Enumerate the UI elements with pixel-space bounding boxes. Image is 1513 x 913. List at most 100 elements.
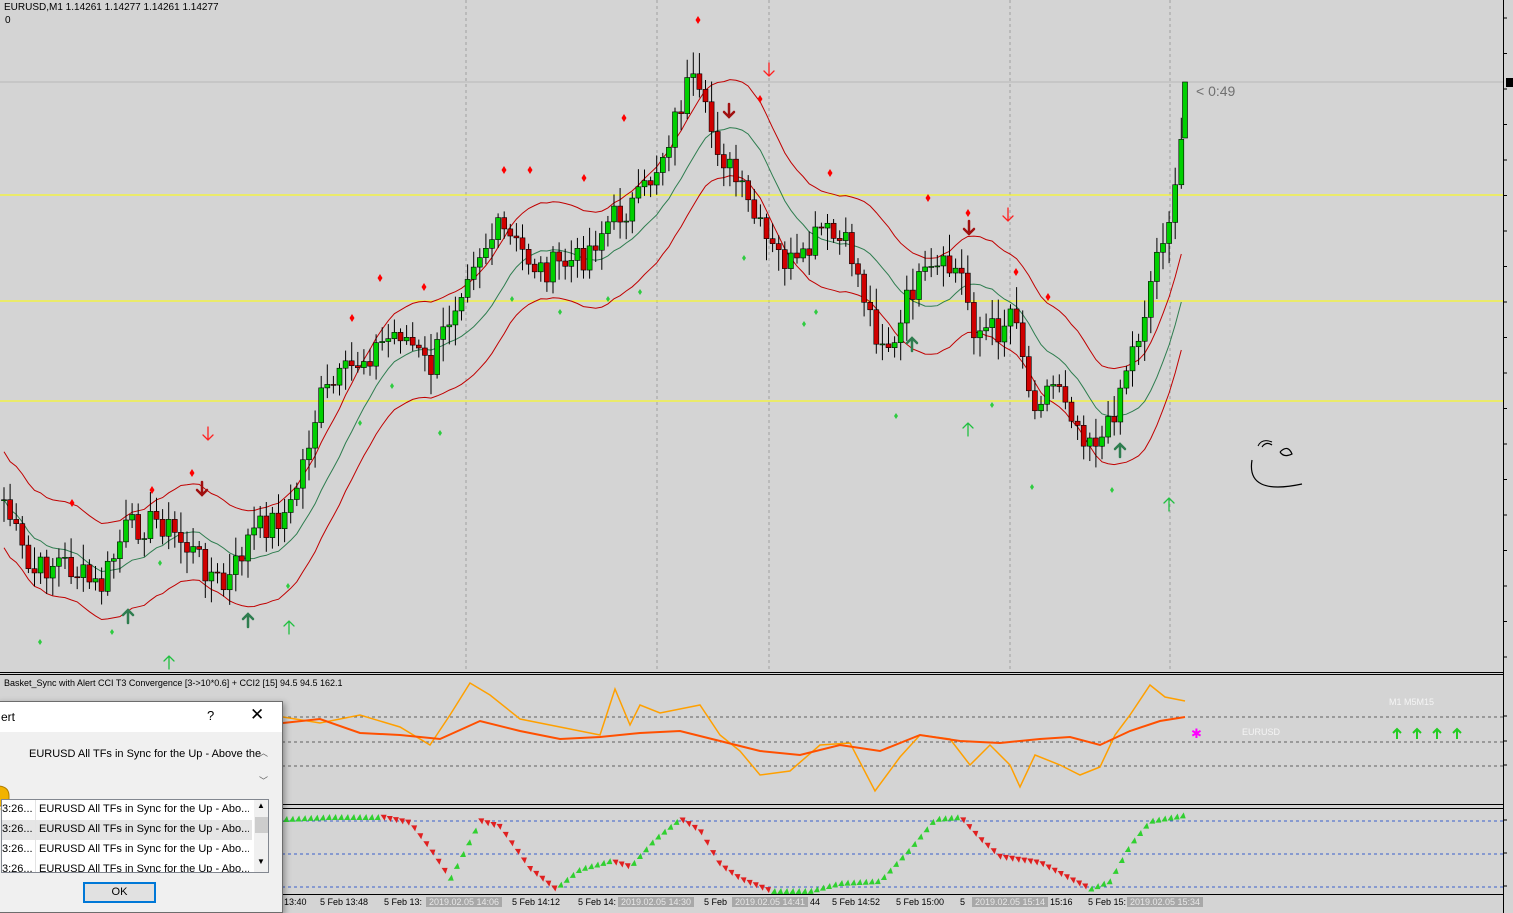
dialog-titlebar[interactable]: ert ? ✕ — [0, 702, 282, 732]
candle-body — [373, 342, 379, 367]
scroll-up-icon[interactable]: ︿ — [259, 748, 269, 758]
candle-body — [409, 337, 416, 346]
chart-sub-value: 0 — [5, 15, 11, 26]
candle-body — [178, 532, 184, 543]
scroll-down-icon[interactable]: ▼ — [257, 857, 265, 866]
signal-diamond — [1030, 484, 1034, 490]
up-arrow-icon — [1452, 727, 1462, 739]
up-arrow-icon — [301, 815, 308, 822]
candle-body — [757, 217, 764, 220]
signal-diamond — [421, 283, 427, 291]
up-arrow-icon — [283, 620, 295, 635]
candle-body — [550, 251, 556, 283]
time-label: 2019.02.05 14:06 — [426, 897, 503, 907]
candle-body — [666, 147, 672, 158]
down-arrow-icon — [618, 861, 625, 868]
time-label: 5 Feb — [704, 897, 728, 907]
down-arrow-icon — [1033, 859, 1040, 866]
down-arrow-icon — [502, 831, 509, 838]
signal-diamond — [510, 296, 514, 302]
candle-body — [135, 514, 141, 540]
candle-body — [1087, 437, 1093, 447]
signal-diamond — [757, 95, 763, 103]
up-arrow-icon — [600, 859, 607, 866]
moving-average — [3, 127, 1182, 573]
scroll-up-icon[interactable]: ▲ — [257, 801, 265, 810]
time-label: 5 Feb 14:52 — [832, 897, 881, 907]
candle-body — [946, 255, 953, 274]
candle-body — [794, 252, 800, 259]
scroll-thumb[interactable] — [255, 817, 268, 833]
candle-body — [184, 542, 190, 553]
candle-body — [56, 557, 62, 567]
candle-body — [629, 197, 636, 222]
candle-body — [190, 546, 196, 553]
time-label: 2019.02.05 14:41 — [732, 897, 809, 907]
down-arrow-icon — [978, 837, 985, 844]
close-icon[interactable]: ✕ — [250, 705, 265, 724]
signal-diamond — [606, 296, 610, 302]
alert-dialog[interactable]: ert ? ✕ EURUSD All TFs in Sync for the U… — [0, 701, 283, 913]
down-arrow-icon — [478, 818, 485, 825]
current-price-marker — [1506, 78, 1513, 87]
list-item[interactable]: 3:26... EURUSD All TFs in Sync for the Up… — [2, 820, 252, 840]
signal-diamond — [742, 255, 746, 261]
price-scale[interactable] — [1503, 0, 1513, 913]
price-chart[interactable]: EURUSD,M1 1.14261 1.14277 1.14261 1.1427… — [0, 0, 1503, 672]
ok-button[interactable]: OK — [83, 882, 156, 903]
alert-list[interactable]: 3:26... EURUSD All TFs in Sync for the Up… — [1, 799, 269, 873]
signal-diamond — [158, 560, 162, 566]
candle-body — [1080, 425, 1087, 447]
candle-body — [568, 260, 575, 267]
candle-body — [525, 249, 532, 265]
doodle-smile — [1250, 459, 1303, 488]
candle-body — [129, 514, 135, 521]
candle-body — [720, 154, 727, 169]
candle-body — [842, 232, 849, 241]
time-label: 2019.02.05 14:30 — [618, 897, 695, 907]
candle-body — [1093, 437, 1099, 447]
candle-body — [763, 217, 770, 239]
list-item[interactable]: 3:26... EURUSD All TFs in Sync for the Up… — [2, 840, 252, 860]
panel-divider[interactable] — [0, 804, 1503, 808]
candle-body — [958, 267, 965, 274]
list-item[interactable]: 3:26... EURUSD All TFs in Sync for the Up… — [2, 800, 252, 820]
down-arrow-icon — [740, 877, 747, 884]
candle-body — [623, 220, 630, 223]
candle-body — [745, 180, 752, 201]
signal-diamond — [390, 383, 394, 389]
up-arrow-icon — [673, 818, 680, 825]
up-arrow-icon — [283, 816, 289, 822]
down-arrow-icon — [539, 875, 546, 882]
down-arrow-icon — [484, 820, 491, 827]
candle-body — [1135, 340, 1142, 348]
alert-text: EURUSD All TFs in Sync for the Up - Abo.… — [39, 803, 249, 815]
candle-body — [354, 365, 361, 368]
time-label: 5 Feb 13:48 — [320, 897, 369, 907]
alert-time: 3:26... — [2, 823, 33, 835]
candle-body — [336, 367, 343, 386]
scroll-down-icon[interactable]: ﹀ — [259, 776, 269, 786]
up-arrow-icon — [1113, 442, 1127, 459]
help-icon[interactable]: ? — [207, 708, 215, 723]
down-arrow-icon — [758, 884, 765, 891]
indicator-label: Basket_Sync with Alert CCI T3 Convergenc… — [4, 678, 343, 688]
candle-body — [37, 556, 44, 574]
candle-body — [653, 172, 660, 186]
up-arrow-icon — [1130, 837, 1137, 844]
column-separator — [35, 820, 36, 840]
up-arrow-icon — [325, 814, 332, 821]
down-arrow-icon — [734, 874, 741, 881]
up-arrow-icon — [1112, 867, 1119, 874]
down-arrow-icon — [202, 426, 214, 441]
down-arrow-icon — [722, 102, 736, 119]
list-item[interactable]: 3:26... EURUSD All TFs in Sync for the Up… — [2, 860, 252, 872]
list-scrollbar[interactable]: ▲ ▼ — [254, 800, 268, 872]
candle-body — [415, 344, 422, 349]
down-arrow-icon — [990, 848, 997, 855]
signal-diamond — [925, 194, 931, 202]
candle-body — [300, 459, 306, 489]
up-arrow-icon — [1173, 813, 1180, 820]
down-arrow-icon — [1027, 858, 1034, 865]
time-label: 5 Feb 14:12 — [512, 897, 561, 907]
